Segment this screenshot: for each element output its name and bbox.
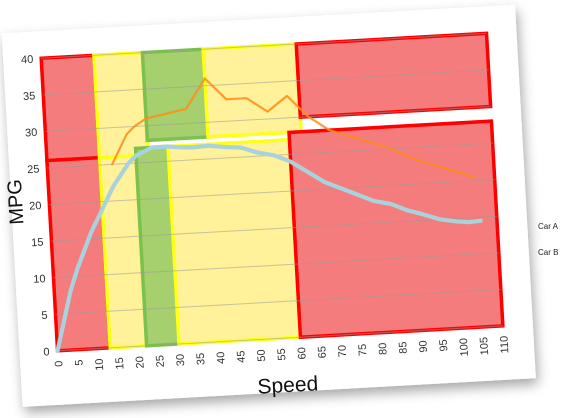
gridline-y-20 [49, 179, 495, 206]
y-axis-title: MPG [4, 179, 29, 226]
region-red-0 [39, 53, 102, 163]
region-yellow-2 [91, 50, 150, 160]
y-tick-label-10: 10 [33, 273, 46, 286]
x-tick-label-75: 75 [357, 343, 370, 356]
shaded-region-layer [39, 31, 505, 353]
x-tick-label-90: 90 [417, 340, 430, 353]
x-tick-label-60: 60 [296, 347, 309, 360]
x-tick-label-85: 85 [397, 341, 410, 354]
x-tick-label-15: 15 [114, 357, 127, 370]
legend-label-car-a: Car A [538, 222, 559, 231]
x-tick-label-10: 10 [94, 358, 107, 371]
y-tick-label-15: 15 [31, 237, 44, 250]
y-tick-label-30: 30 [25, 127, 38, 140]
x-tick-label-0: 0 [53, 360, 65, 367]
gridline-y-40 [41, 32, 487, 59]
region-yellow-6 [166, 137, 303, 346]
y-tick-label-35: 35 [23, 90, 36, 103]
x-tick-label-35: 35 [195, 352, 208, 365]
x-tick-labels: 0 5 10 15 20 25 30 35 40 45 50 55 60 65 70 75 80 85 90 95 10… [53, 336, 511, 372]
x-tick-label-110: 110 [498, 336, 511, 354]
y-tick-label-0: 0 [43, 346, 50, 358]
y-tick-label-20: 20 [29, 200, 42, 213]
x-tick-label-50: 50 [256, 349, 269, 362]
x-axis-title: Speed [257, 372, 319, 398]
x-tick-label-80: 80 [377, 342, 390, 355]
series-line-car-b [55, 143, 483, 353]
x-tick-label-100: 100 [458, 338, 471, 357]
x-tick-label-45: 45 [235, 350, 248, 363]
gridline-y-5 [55, 288, 501, 315]
x-tick-label-95: 95 [438, 339, 451, 352]
x-tick-label-70: 70 [337, 345, 350, 358]
gridline-y-35 [43, 69, 489, 96]
series-line-car-a [111, 77, 476, 179]
x-tick-label-25: 25 [154, 355, 167, 368]
y-tick-labels: 0 5 10 15 20 25 30 35 40 [21, 54, 50, 359]
y-tick-label-5: 5 [41, 310, 48, 322]
gridline-y-30 [45, 106, 491, 132]
y-tick-label-25: 25 [27, 163, 40, 176]
legend-label-car-b: Car B [538, 248, 558, 257]
x-tick-label-65: 65 [316, 346, 329, 359]
x-tick-label-105: 105 [478, 337, 491, 356]
gridline-y-15 [51, 215, 497, 242]
x-tick-label-20: 20 [134, 356, 147, 369]
gridline-y-0 [57, 325, 503, 352]
series-layer [55, 77, 483, 353]
gridline-layer [41, 32, 503, 352]
x-tick-label-55: 55 [276, 348, 289, 361]
tilted-chart-card: 0 5 10 15 20 25 30 35 40 0 5 10 15 20 25 30 35 40 45 50 55 6… [1, 4, 536, 407]
gridline-y-10 [53, 252, 499, 279]
x-tick-label-40: 40 [215, 351, 228, 364]
region-green-5 [140, 47, 210, 143]
y-tick-label-40: 40 [21, 54, 34, 67]
region-red-9 [287, 119, 505, 340]
x-tick-label-5: 5 [73, 359, 85, 366]
x-tick-label-30: 30 [175, 354, 188, 367]
